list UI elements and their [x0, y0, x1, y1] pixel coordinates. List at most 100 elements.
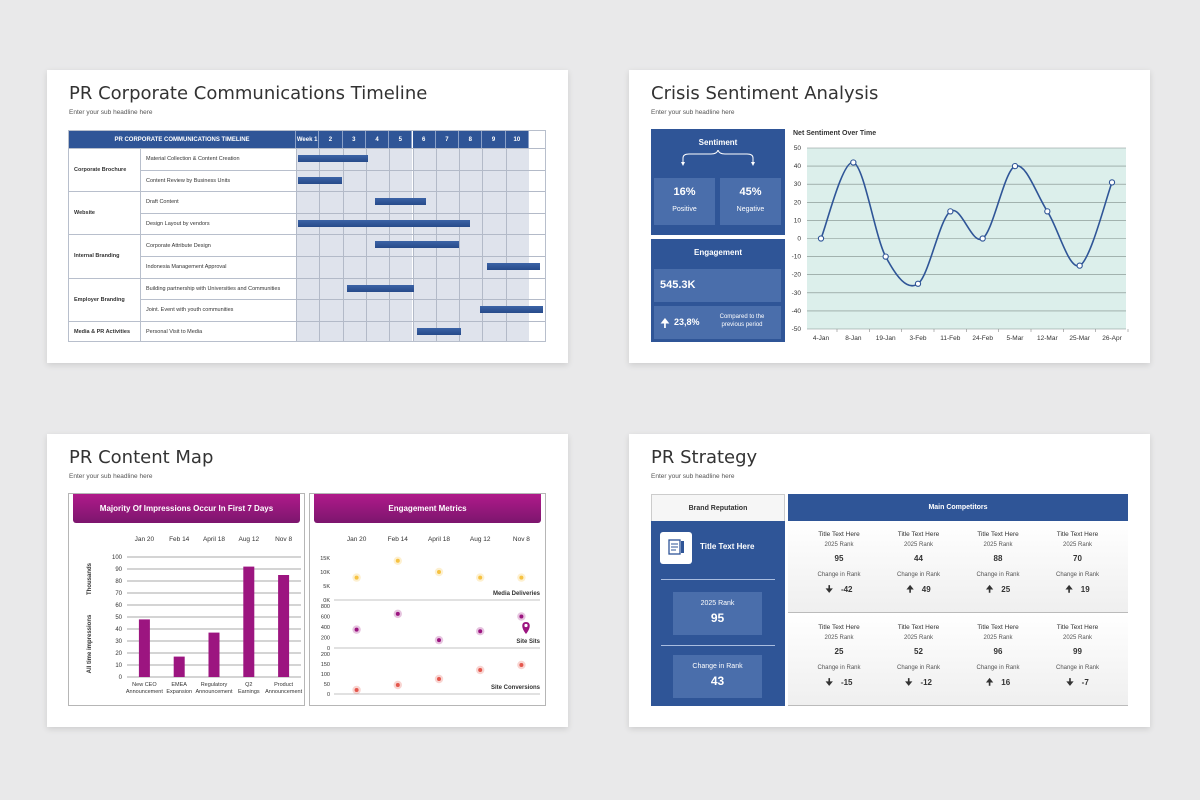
- tab-brand-reputation[interactable]: Brand Reputation: [651, 494, 785, 521]
- arrow-up-icon: 🠉: [985, 677, 994, 687]
- slide-subtitle: Enter your sub headline here: [69, 109, 153, 116]
- negative-box: 45% Negative: [720, 178, 781, 225]
- competitor-change-label: Change in Rank: [817, 572, 861, 578]
- impression-bar: [138, 619, 150, 677]
- arrow-up-icon: 🠉: [660, 316, 670, 330]
- gantt-bar[interactable]: [298, 176, 343, 184]
- arrow-down-icon: 🠋: [825, 584, 833, 594]
- y-tick-label: 30: [115, 639, 122, 645]
- gantt-bar[interactable]: [298, 219, 471, 227]
- impression-bar: [173, 656, 185, 677]
- positive-value: 16%: [673, 186, 696, 198]
- group-label: Employer Branding: [69, 277, 140, 321]
- sentiment-slide[interactable]: Crisis Sentiment Analysis Enter your sub…: [629, 70, 1150, 363]
- competitor-change: -42: [840, 585, 853, 594]
- timeline-header: PR CORPORATE COMMUNICATIONS TIMELINE: [69, 131, 296, 148]
- task-label: Corporate Attribute Design: [140, 234, 296, 256]
- x-tick-label: 26-Apr: [1102, 335, 1122, 342]
- timeline-slide[interactable]: PR Corporate Communications Timeline Ent…: [47, 70, 568, 363]
- y-tick-label: 40: [115, 627, 122, 633]
- competitor-change-label: Change in Rank: [1055, 572, 1100, 578]
- tab-main-competitors[interactable]: Main Competitors: [788, 494, 1128, 521]
- category-label: EMEA: [171, 682, 187, 688]
- strategy-slide[interactable]: PR Strategy Enter your sub headline here…: [629, 434, 1150, 727]
- y-tick-label: 10K: [320, 570, 330, 576]
- y-tick-label: 0: [327, 692, 330, 698]
- y-axis-label: All time impressions: [87, 614, 93, 673]
- competitor-rank: 96: [993, 647, 1003, 656]
- y-tick-label: 20: [115, 651, 122, 657]
- data-point: [882, 253, 889, 260]
- metric-dot: [354, 575, 359, 580]
- competitor-title: Title Text Here: [897, 624, 940, 631]
- sentiment-label: Sentiment: [698, 138, 738, 147]
- x-tick-label: 24-Feb: [972, 335, 993, 342]
- date-label: Nov 8: [275, 536, 292, 543]
- change-rank-label: Change in Rank: [692, 663, 743, 670]
- impressions-panel: Majority Of Impressions Occur In First 7…: [68, 493, 305, 706]
- x-tick-label: 19-Jan: [876, 335, 896, 342]
- competitor-change: 16: [1001, 678, 1011, 687]
- row-line: [296, 191, 545, 193]
- content-map-slide[interactable]: PR Content Map Enter your sub headline h…: [47, 434, 568, 727]
- gantt-bar[interactable]: [479, 306, 543, 314]
- arrow-up-icon: 🠉: [985, 584, 994, 594]
- y-tick-label: 40: [794, 163, 802, 170]
- date-label: April 18: [203, 536, 225, 543]
- category-label: Earnings: [238, 689, 260, 695]
- competitor-rank-label: 2025 Rank: [824, 542, 854, 548]
- category-label: Product: [274, 682, 293, 688]
- branch-connector-icon: [681, 150, 755, 166]
- week-header: 10: [505, 131, 529, 148]
- date-label: Jan 20: [347, 536, 367, 543]
- metric-dot: [478, 629, 483, 634]
- gantt-bar[interactable]: [486, 263, 541, 270]
- week-header: 4: [365, 131, 390, 148]
- data-point: [1076, 262, 1083, 269]
- y-tick-label: 90: [115, 567, 122, 573]
- competitors-row-2: [788, 614, 1128, 706]
- y-tick-label: 70: [115, 591, 122, 597]
- gantt-bar[interactable]: [346, 284, 415, 292]
- data-point: [1108, 179, 1116, 186]
- competitor-title: Title Text Here: [1056, 624, 1099, 631]
- data-point: [1044, 208, 1051, 215]
- week-column: [482, 148, 506, 341]
- task-label: Design Layout by vendors: [140, 212, 296, 235]
- competitor-change: -7: [1081, 678, 1089, 687]
- competitor-change: 49: [921, 585, 931, 594]
- date-label: April 18: [428, 536, 450, 543]
- y-tick-label: 0: [797, 236, 801, 243]
- gantt-bar[interactable]: [374, 241, 459, 249]
- competitor-change-row: 🠉 25: [958, 582, 1038, 598]
- competitor-change-label: Change in Rank: [1055, 665, 1100, 671]
- metric-dot: [478, 575, 483, 580]
- date-label: Aug 12: [470, 536, 491, 543]
- task-label: Indonesia Management Approval: [140, 256, 296, 278]
- gantt-bar[interactable]: [298, 155, 368, 162]
- y-tick-label: 50: [115, 615, 122, 621]
- competitor-rank: 88: [993, 554, 1003, 563]
- group-label: Corporate Brochure: [69, 148, 140, 191]
- competitor-rank-label: 2025 Rank: [983, 542, 1013, 548]
- metric-dot: [437, 677, 441, 681]
- positive-box: 16% Positive: [654, 178, 715, 225]
- slide-subtitle: Enter your sub headline here: [651, 473, 735, 480]
- competitor-card: Title Text Here 2025 Rank 99 Change in Rank…: [1038, 624, 1118, 691]
- group-label: Website: [69, 191, 140, 234]
- change-text-1: Compared to the: [719, 314, 765, 320]
- week-column: [459, 148, 483, 341]
- rank-value: 95: [710, 611, 725, 625]
- competitor-title: Title Text Here: [818, 624, 860, 631]
- competitor-change-label: Change in Rank: [817, 665, 861, 671]
- competitor-card: Title Text Here 2025 Rank 95 Change in Rank…: [799, 531, 879, 598]
- y-tick-label: 10: [794, 217, 802, 224]
- competitor-rank: 52: [914, 647, 923, 656]
- category-label: Announcement: [265, 689, 302, 695]
- slide-title: PR Corporate Communications Timeline: [69, 83, 428, 104]
- gantt-bar[interactable]: [416, 327, 462, 335]
- timeline-table: PR CORPORATE COMMUNICATIONS TIMELINE Wee…: [68, 130, 546, 343]
- gantt-bar[interactable]: [374, 198, 427, 206]
- metric-dot: [395, 611, 400, 616]
- competitor-card: Title Text Here 2025 Rank 52 Change in Rank…: [879, 624, 959, 691]
